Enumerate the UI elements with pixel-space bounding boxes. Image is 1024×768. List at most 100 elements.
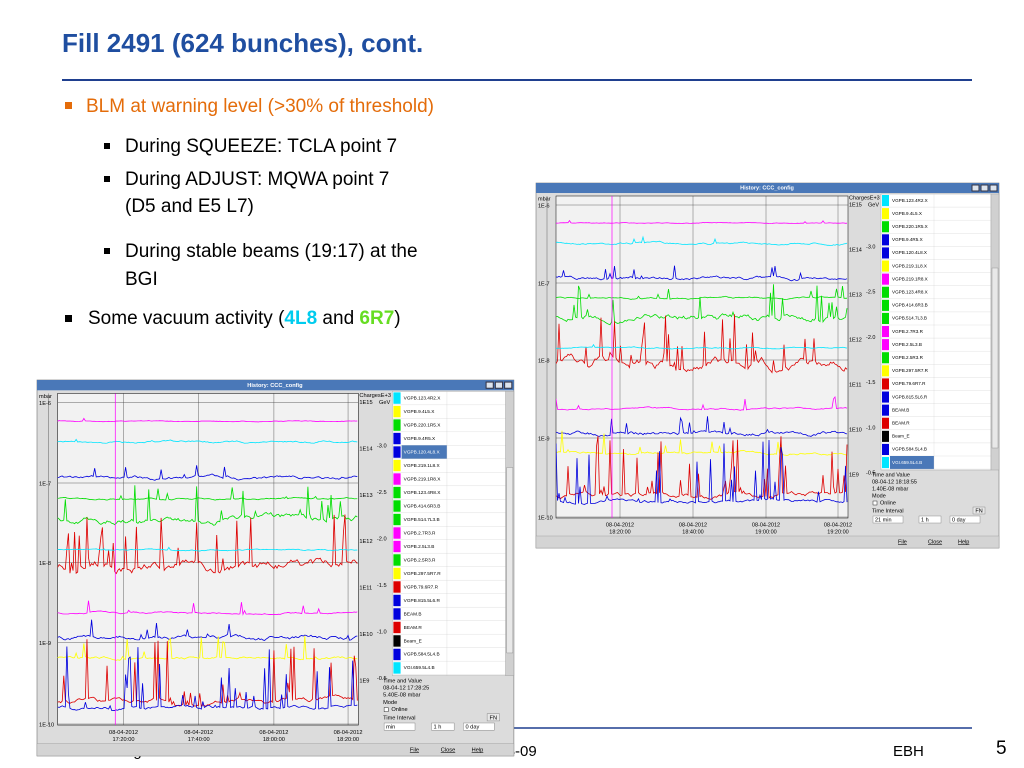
legend-label: VGPB.297.5R7.R: [892, 368, 929, 373]
legend-item[interactable]: VGPB.414.6R3.B: [392, 500, 506, 513]
legend-label: VGPB.2.5L3.B: [404, 544, 435, 550]
interval-field[interactable]: [872, 515, 904, 524]
legend-item[interactable]: VGPB.2.7R3.R: [881, 326, 991, 339]
y-tick-label: 1E-10: [538, 515, 553, 521]
interval-value: 0 day: [465, 725, 479, 731]
legend-item[interactable]: VGPB.9.4L5.X: [392, 405, 506, 419]
legend-item[interactable]: VGPB.120.4L8.X: [881, 247, 991, 260]
legend-item[interactable]: VGPB.219.1L8.X: [881, 260, 991, 273]
legend-item[interactable]: VGPB.2.5L3.B: [881, 339, 991, 352]
legend-item[interactable]: VGPB.297.5R7.R: [392, 567, 506, 581]
checkbox[interactable]: [872, 500, 878, 506]
window-button[interactable]: [989, 184, 998, 192]
fn-button[interactable]: [972, 506, 986, 515]
fn-button[interactable]: [486, 713, 500, 722]
bullet-part: Some vacuum activity (: [88, 308, 285, 329]
legend-swatch: [882, 404, 889, 416]
legend-item[interactable]: VGPB.123.4R8.X: [881, 286, 991, 299]
legend-item[interactable]: VGPB.514.7L3.B: [392, 513, 506, 527]
interval-field[interactable]: [431, 722, 455, 731]
window-title: History: CCC_config: [247, 383, 303, 389]
legend-item[interactable]: VGPB.219.1R8.X: [881, 273, 991, 286]
legend-item[interactable]: VGPB.123.4R2.X: [881, 195, 991, 208]
interval-field[interactable]: [463, 722, 495, 731]
legend-item[interactable]: VGPB.123.4R2.X: [392, 392, 506, 405]
value-readout: 5.40E-08 mbar: [383, 693, 421, 699]
legend-label: VGPB.79.6R7.R: [892, 381, 926, 386]
y-tick-label: 1E-10: [39, 723, 54, 729]
legend-item[interactable]: VGPB.79.6R7.R: [392, 581, 506, 594]
x-tick-date: 08-04-2012: [752, 522, 780, 528]
legend-item[interactable]: VGPB.584.5L4.B: [392, 648, 506, 662]
legend-item[interactable]: BEAM.B: [881, 404, 991, 417]
legend-item[interactable]: VGPB.2.5R3.R: [392, 554, 506, 567]
menu-item[interactable]: File: [898, 539, 907, 545]
legend-item[interactable]: VGPB.414.6R3.B: [881, 299, 991, 313]
legend-label: VGPB.220.1R5.X: [404, 422, 442, 428]
fn-label: FN: [490, 715, 498, 721]
y3-tick-label: -1.0: [866, 425, 875, 431]
window-title: History: CCC_config: [740, 186, 794, 192]
legend-item[interactable]: BEAM.B: [392, 608, 506, 621]
interval-value: 21 min: [875, 517, 892, 523]
window-button[interactable]: [971, 184, 980, 192]
fn-label: FN: [975, 508, 982, 514]
y-tick-label: 1E-8: [538, 358, 550, 364]
legend-item[interactable]: VGPB.815.5L6.R: [881, 391, 991, 404]
window-button[interactable]: [504, 381, 513, 389]
sub-bullet: During stable beams (19:17) at the: [125, 241, 418, 262]
legend-item[interactable]: VGPB.2.5L3.B: [392, 540, 506, 554]
legend-item[interactable]: Beam_E: [392, 635, 506, 648]
legend-item[interactable]: VGPB.9.4R5.X: [881, 234, 991, 247]
menu-item[interactable]: File: [410, 747, 419, 753]
legend-item[interactable]: BEAM.R: [881, 417, 991, 430]
scroll-thumb[interactable]: [991, 267, 999, 449]
y2-tick-label: 1E11: [359, 586, 372, 592]
legend-swatch: [882, 273, 889, 285]
legend-item[interactable]: VGPB.123.4R8.X: [392, 486, 506, 500]
legend-label: VGPB.220.1R5.X: [892, 224, 928, 229]
legend-swatch: [882, 247, 889, 259]
y-tick-label: 1E-7: [39, 482, 51, 488]
sub-bullet: During SQUEEZE: TCLA point 7: [125, 136, 397, 157]
legend-swatch: [393, 513, 401, 526]
legend-item[interactable]: VGPB.120.4L8.X: [392, 445, 506, 459]
legend-item[interactable]: VGPB.79.6R7.R: [881, 378, 991, 391]
interval-field[interactable]: [949, 515, 981, 524]
legend-item[interactable]: VGPB.297.5R7.R: [881, 365, 991, 378]
y2-tick-label: 1E13: [849, 292, 862, 298]
interval-field[interactable]: [383, 722, 416, 731]
legend-item[interactable]: VGPB.219.1R8.X: [392, 473, 506, 486]
legend-item[interactable]: VGI.659.5L4.B: [392, 662, 506, 675]
legend-item[interactable]: VGPB.2.5R3.R: [881, 352, 991, 365]
menu-item[interactable]: Help: [958, 539, 969, 545]
trace: [57, 485, 358, 526]
panel-label: Mode: [383, 700, 397, 706]
window-button[interactable]: [494, 381, 504, 389]
menu-item[interactable]: Help: [472, 747, 484, 753]
trace: [57, 546, 358, 552]
legend-item[interactable]: VGPB.220.1R5.X: [881, 221, 991, 234]
scroll-thumb[interactable]: [506, 467, 514, 654]
legend-item[interactable]: VGPB.514.7L3.B: [881, 312, 991, 326]
legend-item[interactable]: VGPB.2.7R3.R: [392, 527, 506, 540]
legend-item[interactable]: Beam_E: [881, 430, 991, 444]
legend-item[interactable]: BEAM.R: [392, 621, 506, 635]
interval-field[interactable]: [918, 515, 942, 524]
legend-label: VGPB.123.4R2.X: [404, 395, 442, 401]
legend-label: VGPB.123.4R8.X: [404, 490, 442, 496]
legend-item[interactable]: VGPB.9.4L5.X: [881, 208, 991, 221]
legend-item[interactable]: VGPB.220.1R5.X: [392, 419, 506, 432]
menu-item[interactable]: Close: [928, 539, 942, 545]
checkbox[interactable]: [383, 707, 389, 712]
menu-item[interactable]: Close: [441, 747, 455, 753]
legend-label: BEAM.B: [404, 611, 422, 617]
legend-label: VGPB.219.1L8.X: [892, 263, 927, 268]
legend-item[interactable]: VGPB.219.1L8.X: [392, 459, 506, 473]
plot-area: [555, 195, 849, 519]
window-button[interactable]: [980, 184, 989, 192]
legend-item[interactable]: VGI.659.5L4.B: [881, 456, 991, 470]
legend-label: VGPB.9.4L5.X: [892, 211, 922, 216]
window-button[interactable]: [485, 381, 494, 389]
legend-item[interactable]: VGPB.815.5L6.R: [392, 594, 506, 608]
